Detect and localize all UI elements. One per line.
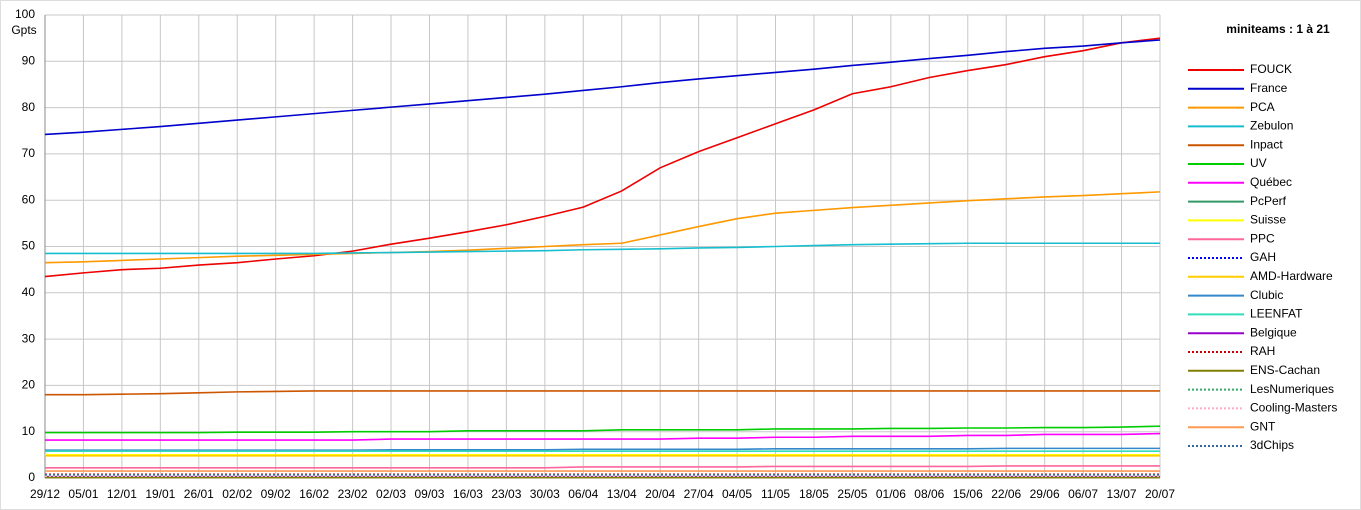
x-tick-label: 06/04 <box>568 487 598 501</box>
x-tick-label: 23/02 <box>338 487 368 501</box>
x-tick-label: 04/05 <box>722 487 752 501</box>
x-tick-label: 29/06 <box>1030 487 1060 501</box>
legend-label: Suisse <box>1250 213 1286 227</box>
legend-label: RAH <box>1250 344 1275 358</box>
x-tick-label: 16/02 <box>299 487 329 501</box>
series-line <box>44 39 1161 136</box>
x-tick-label: 16/03 <box>453 487 483 501</box>
y-tick-label: 90 <box>22 53 36 67</box>
y-tick-label: 20 <box>22 378 36 392</box>
x-tick-label: 20/07 <box>1145 487 1175 501</box>
x-tick-label: 19/01 <box>145 487 175 501</box>
legend-label: Zebulon <box>1250 119 1293 133</box>
x-tick-label: 22/06 <box>991 487 1021 501</box>
legend-title: miniteams : 1 à 21 <box>1226 22 1330 36</box>
legend-label: 3dChips <box>1250 438 1294 452</box>
x-tick-label: 02/03 <box>376 487 406 501</box>
legend-label: UV <box>1250 156 1267 170</box>
x-tick-label: 06/07 <box>1068 487 1098 501</box>
y-tick-label: 80 <box>22 100 36 114</box>
x-tick-label: 05/01 <box>68 487 98 501</box>
legend-label: Clubic <box>1250 288 1283 302</box>
x-tick-label: 15/06 <box>953 487 983 501</box>
x-tick-label: 11/05 <box>761 487 790 501</box>
x-tick-label: 26/01 <box>184 487 214 501</box>
legend-label: PPC <box>1250 231 1275 245</box>
legend-label: PCA <box>1250 100 1275 114</box>
x-tick-label: 23/03 <box>491 487 521 501</box>
legend-label: GNT <box>1250 419 1276 433</box>
x-tick-label: 29/12 <box>30 487 60 501</box>
x-tick-label: 08/06 <box>914 487 944 501</box>
y-tick-label: 70 <box>22 146 36 160</box>
series-line <box>44 37 1161 278</box>
y-tick-label: 40 <box>22 285 36 299</box>
legend-label: France <box>1250 81 1288 95</box>
x-tick-label: 02/02 <box>222 487 252 501</box>
x-tick-label: 13/04 <box>607 487 637 501</box>
legend-label: PcPerf <box>1250 194 1287 208</box>
y-tick-label: 60 <box>22 192 36 206</box>
legend-label: LEENFAT <box>1250 307 1303 321</box>
x-tick-label: 12/01 <box>107 487 137 501</box>
series-line <box>45 425 1161 434</box>
series-line <box>45 390 1160 396</box>
legend-label: GAH <box>1250 250 1276 264</box>
x-tick-label: 27/04 <box>684 487 714 501</box>
legend-label: LesNumeriques <box>1250 382 1334 396</box>
x-tick-label: 13/07 <box>1107 487 1137 501</box>
y-tick-label: 30 <box>22 331 36 345</box>
y-tick-label: 10 <box>22 424 36 438</box>
legend-label: Belgique <box>1250 325 1297 339</box>
series-line <box>45 242 1160 255</box>
x-tick-label: 20/04 <box>645 487 675 501</box>
x-tick-label: 01/06 <box>876 487 906 501</box>
legend-label: AMD-Hardware <box>1250 269 1333 283</box>
series-line <box>44 191 1161 264</box>
y-tick-label: 0 <box>28 470 35 484</box>
legend-label: Inpact <box>1250 137 1283 151</box>
x-tick-label: 30/03 <box>530 487 560 501</box>
x-tick-label: 09/02 <box>261 487 291 501</box>
legend-label: FOUCK <box>1250 62 1292 76</box>
series-line <box>45 447 1160 452</box>
y-tick-label: 50 <box>22 239 36 253</box>
x-tick-label: 18/05 <box>799 487 829 501</box>
series-line <box>45 465 1160 469</box>
x-tick-label: 09/03 <box>414 487 444 501</box>
y-axis-label: Gpts <box>11 23 36 37</box>
legend-label: Cooling-Masters <box>1250 401 1337 415</box>
legend-label: ENS-Cachan <box>1250 363 1320 377</box>
legend-label: Québec <box>1250 175 1292 189</box>
series-line <box>45 432 1161 441</box>
y-tick-label: 100 <box>15 7 35 21</box>
x-tick-label: 25/05 <box>837 487 867 501</box>
